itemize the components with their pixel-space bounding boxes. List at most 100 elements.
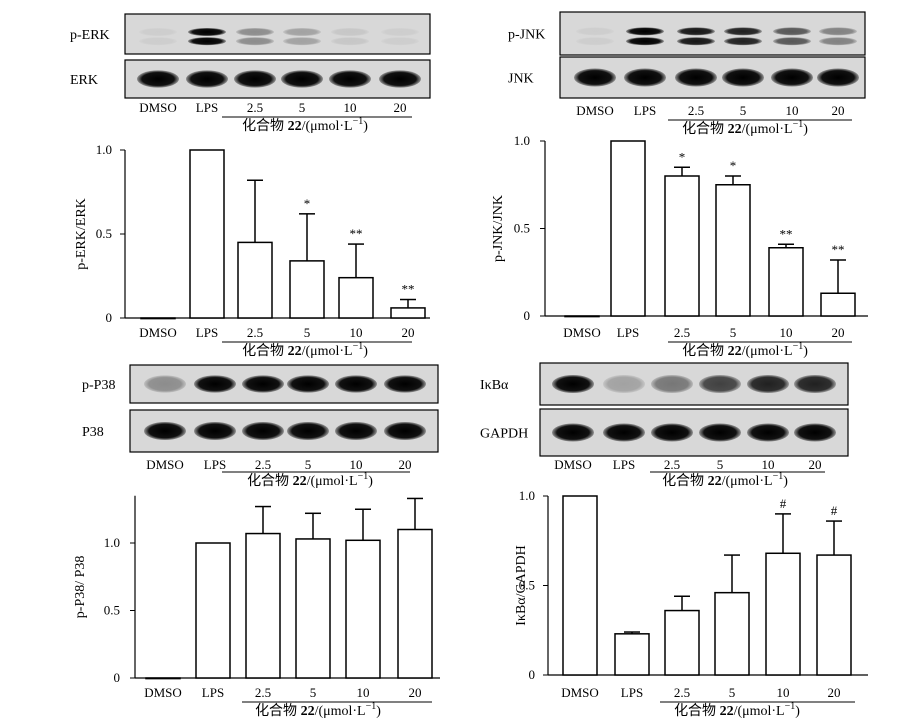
x-tick-label: 5 xyxy=(310,685,317,700)
x-tick-label: LPS xyxy=(617,325,639,340)
blot-label: p-P38 xyxy=(82,378,115,393)
blot-band xyxy=(651,375,693,393)
blot-band xyxy=(677,37,715,46)
significance-mark: * xyxy=(304,196,311,211)
significance-mark: * xyxy=(679,149,686,164)
blot-band xyxy=(626,37,664,46)
blot-band xyxy=(794,375,836,393)
x-tick-label: LPS xyxy=(196,325,218,340)
blot-lane-label: 2.5 xyxy=(247,100,263,115)
blot-band xyxy=(139,37,177,46)
blot-band xyxy=(574,68,616,87)
x-tick-label: DMSO xyxy=(563,325,601,340)
blot-band xyxy=(283,28,321,36)
x-tick-label: LPS xyxy=(621,685,643,700)
blot-band xyxy=(379,70,421,88)
blot-erk-row-0 xyxy=(124,13,431,55)
y-tick-label: 1.0 xyxy=(104,535,120,550)
blot-lane-label: LPS xyxy=(196,100,218,115)
y-tick-label: 0 xyxy=(529,667,536,682)
bar xyxy=(237,241,273,319)
blot-erk: p-ERK ERK DMSO LPS 2.5 5 10 20 xyxy=(70,13,431,115)
compound-axis-label: 化合物 22/(μmol·L−1) xyxy=(255,701,381,719)
blot-lane-label: DMSO xyxy=(146,457,184,472)
blot-lane-label: 10 xyxy=(344,100,357,115)
bar xyxy=(397,528,433,679)
blot-band xyxy=(747,375,789,393)
y-tick-label: 0.5 xyxy=(519,578,535,593)
y-tick-label: 0 xyxy=(106,310,113,325)
bar xyxy=(245,532,281,679)
x-tick-label: 20 xyxy=(828,685,841,700)
blot-band xyxy=(699,423,741,442)
blot-band xyxy=(236,37,274,46)
blot-lane-label: 5 xyxy=(305,457,312,472)
bar xyxy=(610,140,646,317)
y-tick-label: 0.5 xyxy=(104,603,120,618)
significance-mark: ** xyxy=(780,226,793,241)
x-tick-label: DMSO xyxy=(561,685,599,700)
blot-lane-label: 10 xyxy=(762,457,775,472)
blot-label: GAPDH xyxy=(480,427,528,442)
compound-axis-label: 化合物 22/(μmol·L−1) xyxy=(662,471,788,489)
blot-lane-label: DMSO xyxy=(554,457,592,472)
bar xyxy=(614,633,650,676)
compound-axis-label: 化合物 22/(μmol·L−1) xyxy=(242,116,368,134)
blot-lane-label: 5 xyxy=(740,103,747,118)
blot-band xyxy=(576,27,614,36)
blot-band xyxy=(188,37,226,46)
bar xyxy=(295,538,331,679)
bar xyxy=(820,292,856,317)
blot-ikb: IκBα GAPDH DMSO LPS 2.5 5 10 20 xyxy=(480,362,849,472)
blot-label: ERK xyxy=(70,73,98,88)
x-tick-label: 20 xyxy=(402,325,415,340)
compound-axis-label: 化合物 22/(μmol·L−1) xyxy=(674,701,800,719)
blot-band xyxy=(603,423,645,442)
y-axis-label: p-ERK/ERK xyxy=(74,198,89,270)
blot-band xyxy=(144,375,186,393)
blot-band xyxy=(287,375,329,393)
x-tick-label: 20 xyxy=(832,325,845,340)
x-tick-label: 20 xyxy=(409,685,422,700)
x-tick-label: 2.5 xyxy=(674,325,690,340)
blot-band xyxy=(335,375,377,393)
blot-band xyxy=(381,28,419,36)
bar xyxy=(816,554,852,676)
blot-band xyxy=(331,37,369,46)
x-tick-label: DMSO xyxy=(144,685,182,700)
blot-lane-label: 20 xyxy=(399,457,412,472)
bar xyxy=(289,260,325,319)
significance-mark: # xyxy=(780,496,787,511)
bar xyxy=(390,307,426,319)
y-axis-label: p-JNK/JNK xyxy=(491,195,506,262)
bar xyxy=(338,276,374,319)
bar xyxy=(145,677,181,680)
x-tick-label: LPS xyxy=(202,685,224,700)
bar-chart-top-left: 0 0.5 1.0 p-ERK/ERK DMSO LPS 2.5 * 5 ** 10 ** 20 xyxy=(74,142,430,340)
blot-band xyxy=(724,37,762,46)
blot-lane-label: 5 xyxy=(717,457,724,472)
y-tick-label: 1.0 xyxy=(519,488,535,503)
blot-band xyxy=(603,375,645,393)
x-tick-label: 5 xyxy=(729,685,736,700)
blot-band xyxy=(384,422,426,440)
blot-lane-label: 20 xyxy=(832,103,845,118)
x-tick-label: 10 xyxy=(777,685,790,700)
x-tick-label: 2.5 xyxy=(674,685,690,700)
blot-band xyxy=(236,28,274,36)
bar xyxy=(562,495,598,676)
blot-lane-label: LPS xyxy=(204,457,226,472)
blot-lane-label: 10 xyxy=(350,457,363,472)
y-axis-label: IκBα/GAPDH xyxy=(514,545,529,626)
blot-band xyxy=(552,423,594,442)
blot-label: p-JNK xyxy=(508,28,545,43)
bar xyxy=(189,149,225,319)
blot-band xyxy=(794,423,836,442)
blot-band xyxy=(381,37,419,46)
x-tick-label: DMSO xyxy=(139,325,177,340)
compound-axis-label: 化合物 22/(μmol·L−1) xyxy=(242,341,368,359)
blot-band xyxy=(819,27,857,36)
x-tick-label: 5 xyxy=(730,325,737,340)
blot-p38: p-P38 P38 DMSO LPS 2.5 5 10 20 xyxy=(82,364,439,472)
blot-lane-label: 2.5 xyxy=(255,457,271,472)
